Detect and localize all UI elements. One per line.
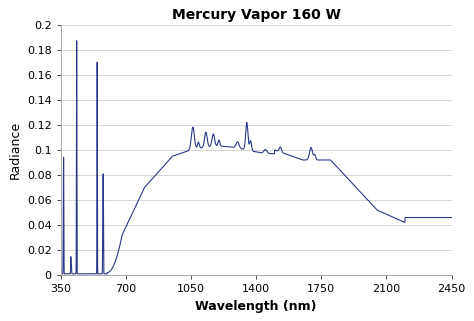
Y-axis label: Radiance: Radiance <box>9 121 21 179</box>
Title: Mercury Vapor 160 W: Mercury Vapor 160 W <box>172 8 340 22</box>
X-axis label: Wavelength (nm): Wavelength (nm) <box>195 300 317 313</box>
